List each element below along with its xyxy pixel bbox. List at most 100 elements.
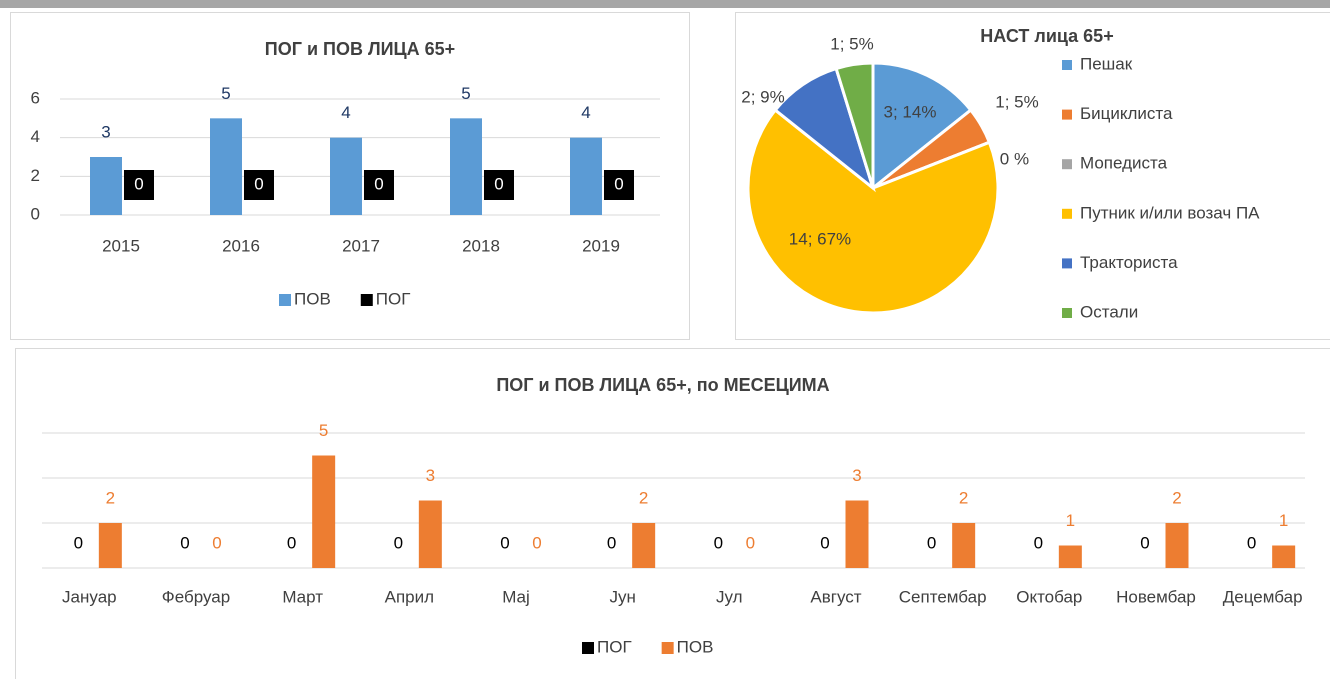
bar	[570, 138, 602, 215]
legend-swatch	[361, 294, 373, 306]
y-tick-label: 2	[31, 166, 40, 185]
x-tick-label: Април	[385, 587, 434, 606]
x-tick-label: Фебруар	[162, 587, 230, 606]
data-label: 2; 9%	[741, 87, 784, 106]
chart-title: ПОГ и ПОВ ЛИЦА 65+, по МЕСЕЦИМА	[496, 375, 829, 395]
bar	[312, 456, 335, 569]
legend-label: Бициклиста	[1080, 104, 1173, 123]
data-label: 0	[287, 533, 296, 552]
data-label: 3; 14%	[884, 102, 937, 121]
x-tick-label: 2017	[342, 236, 380, 255]
data-label: 1	[1279, 511, 1288, 530]
bar	[419, 501, 442, 569]
data-label: 5	[461, 84, 470, 103]
legend-label: Мопедиста	[1080, 154, 1168, 173]
bar	[90, 157, 122, 215]
legend-swatch	[1062, 110, 1072, 120]
data-label: 0	[927, 533, 936, 552]
data-label: 0	[607, 533, 616, 552]
legend-swatch	[662, 642, 674, 654]
data-label: 0	[494, 174, 503, 193]
data-label: 0	[820, 533, 829, 552]
data-label: 1	[1066, 511, 1075, 530]
y-tick-label: 4	[31, 127, 40, 146]
x-tick-label: 2018	[462, 236, 500, 255]
chart-title: ПОГ и ПОВ ЛИЦА 65+	[265, 39, 455, 59]
data-label: 0	[134, 174, 143, 193]
legend-label: ПОВ	[294, 289, 331, 308]
data-label: 0	[1034, 533, 1043, 552]
data-label: 5	[319, 421, 328, 440]
data-label: 5	[221, 84, 230, 103]
data-label: 0	[74, 533, 83, 552]
legend-label: ПОГ	[597, 637, 632, 656]
data-label: 2	[959, 488, 968, 507]
bar	[1272, 546, 1295, 569]
chart-title: НАСТ лица 65+	[980, 26, 1113, 46]
data-label: 3	[852, 466, 861, 485]
bar	[1166, 523, 1189, 568]
x-tick-label: Август	[810, 587, 861, 606]
data-label: 0	[394, 533, 403, 552]
y-tick-label: 0	[31, 204, 40, 223]
data-label: 4	[581, 103, 590, 122]
bar	[330, 138, 362, 215]
legend-swatch	[279, 294, 291, 306]
data-label: 0	[614, 174, 623, 193]
data-label: 2	[639, 488, 648, 507]
legend-label: ПОВ	[677, 637, 714, 656]
data-label: 0	[1140, 533, 1149, 552]
bar	[1059, 546, 1082, 569]
bar	[632, 523, 655, 568]
legend-label: Путник и/или возач ПА	[1080, 203, 1260, 222]
legend-swatch	[1062, 209, 1072, 219]
legend-swatch	[1062, 258, 1072, 268]
chart-frame	[16, 349, 1330, 680]
data-label: 0	[500, 533, 509, 552]
x-tick-label: 2019	[582, 236, 620, 255]
legend-label: Пешак	[1080, 54, 1133, 73]
top-band	[0, 0, 1330, 8]
data-label: 14; 67%	[789, 229, 851, 248]
data-label: 2	[1172, 488, 1181, 507]
data-label: 0	[532, 533, 541, 552]
x-tick-label: Јануар	[62, 587, 117, 606]
data-label: 4	[341, 103, 350, 122]
legend-label: ПОГ	[376, 289, 411, 308]
x-tick-label: Мај	[502, 587, 530, 606]
data-label: 0	[212, 533, 221, 552]
data-label: 0	[714, 533, 723, 552]
bar	[210, 118, 242, 215]
x-tick-label: Март	[282, 587, 323, 606]
x-tick-label: Октобар	[1016, 587, 1082, 606]
data-label: 0	[180, 533, 189, 552]
x-tick-label: 2015	[102, 236, 140, 255]
x-tick-label: Јун	[609, 587, 635, 606]
data-label: 0	[746, 533, 755, 552]
data-label: 3	[101, 122, 110, 141]
x-tick-label: Јул	[716, 587, 743, 606]
x-tick-label: Децембар	[1223, 587, 1303, 606]
data-label: 0	[1247, 533, 1256, 552]
legend-swatch	[1062, 308, 1072, 318]
bar	[99, 523, 122, 568]
bar	[450, 118, 482, 215]
legend-swatch	[1062, 60, 1072, 70]
data-label: 0	[254, 174, 263, 193]
data-label: 1; 5%	[830, 34, 873, 53]
x-tick-label: 2016	[222, 236, 260, 255]
data-label: 3	[426, 466, 435, 485]
data-label: 0	[374, 174, 383, 193]
legend-swatch	[582, 642, 594, 654]
legend-swatch	[1062, 159, 1072, 169]
y-tick-label: 6	[31, 88, 40, 107]
data-label: 1; 5%	[995, 92, 1038, 111]
x-tick-label: Новембар	[1116, 587, 1196, 606]
legend-label: Тракториста	[1080, 253, 1178, 272]
bar	[846, 501, 869, 569]
data-label: 2	[106, 488, 115, 507]
x-tick-label: Септембар	[899, 587, 987, 606]
legend-label: Остали	[1080, 302, 1138, 321]
bar	[952, 523, 975, 568]
